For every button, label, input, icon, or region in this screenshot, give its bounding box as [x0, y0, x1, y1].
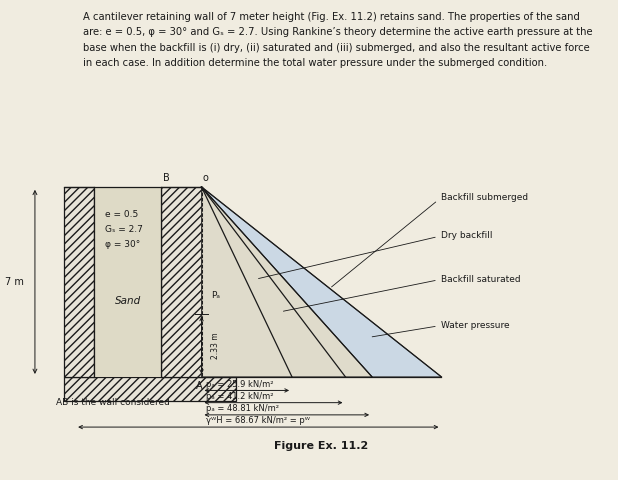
Polygon shape [201, 187, 372, 377]
Text: Water pressure: Water pressure [372, 321, 509, 337]
Text: γᵂH = 68.67 kN/m² = pᵂ: γᵂH = 68.67 kN/m² = pᵂ [206, 417, 310, 425]
Text: pₐ = 48.81 kN/m²: pₐ = 48.81 kN/m² [206, 404, 279, 413]
Polygon shape [64, 377, 237, 401]
Polygon shape [64, 187, 94, 377]
Text: Figure Ex. 11.2: Figure Ex. 11.2 [274, 441, 368, 451]
Text: pₐ = 25.9 kN/m²: pₐ = 25.9 kN/m² [206, 380, 273, 389]
Text: Backfill submerged: Backfill submerged [331, 193, 528, 287]
Text: B: B [163, 173, 170, 183]
Text: are: e = 0.5, φ = 30° and Gₛ = 2.7. Using Rankine’s theory determine the active : are: e = 0.5, φ = 30° and Gₛ = 2.7. Usin… [83, 27, 593, 37]
Text: e = 0.5: e = 0.5 [105, 210, 138, 219]
Polygon shape [201, 187, 441, 377]
Text: Gₛ = 2.7: Gₛ = 2.7 [105, 226, 143, 234]
Text: 2.33 m: 2.33 m [211, 332, 220, 359]
Text: o: o [203, 173, 209, 183]
Text: Backfill saturated: Backfill saturated [284, 275, 520, 311]
Text: A: A [195, 381, 202, 391]
Polygon shape [161, 187, 201, 377]
Text: base when the backfill is (i) dry, (ii) saturated and (iii) submerged, and also : base when the backfill is (i) dry, (ii) … [83, 43, 590, 53]
Text: in each case. In addition determine the total water pressure under the submerged: in each case. In addition determine the … [83, 58, 548, 68]
Text: AB is the wall considered: AB is the wall considered [56, 398, 170, 407]
Text: 7 m: 7 m [6, 277, 24, 287]
Text: Sand: Sand [114, 296, 141, 306]
Text: pₐ = 41.2 kN/m²: pₐ = 41.2 kN/m² [206, 392, 273, 401]
Text: φ = 30°: φ = 30° [105, 240, 140, 249]
Text: Dry backfill: Dry backfill [258, 231, 492, 278]
Polygon shape [94, 187, 161, 377]
Text: Pₐ: Pₐ [211, 291, 220, 300]
Text: A cantilever retaining wall of 7 meter height (Fig. Ex. 11.2) retains sand. The : A cantilever retaining wall of 7 meter h… [83, 12, 580, 22]
